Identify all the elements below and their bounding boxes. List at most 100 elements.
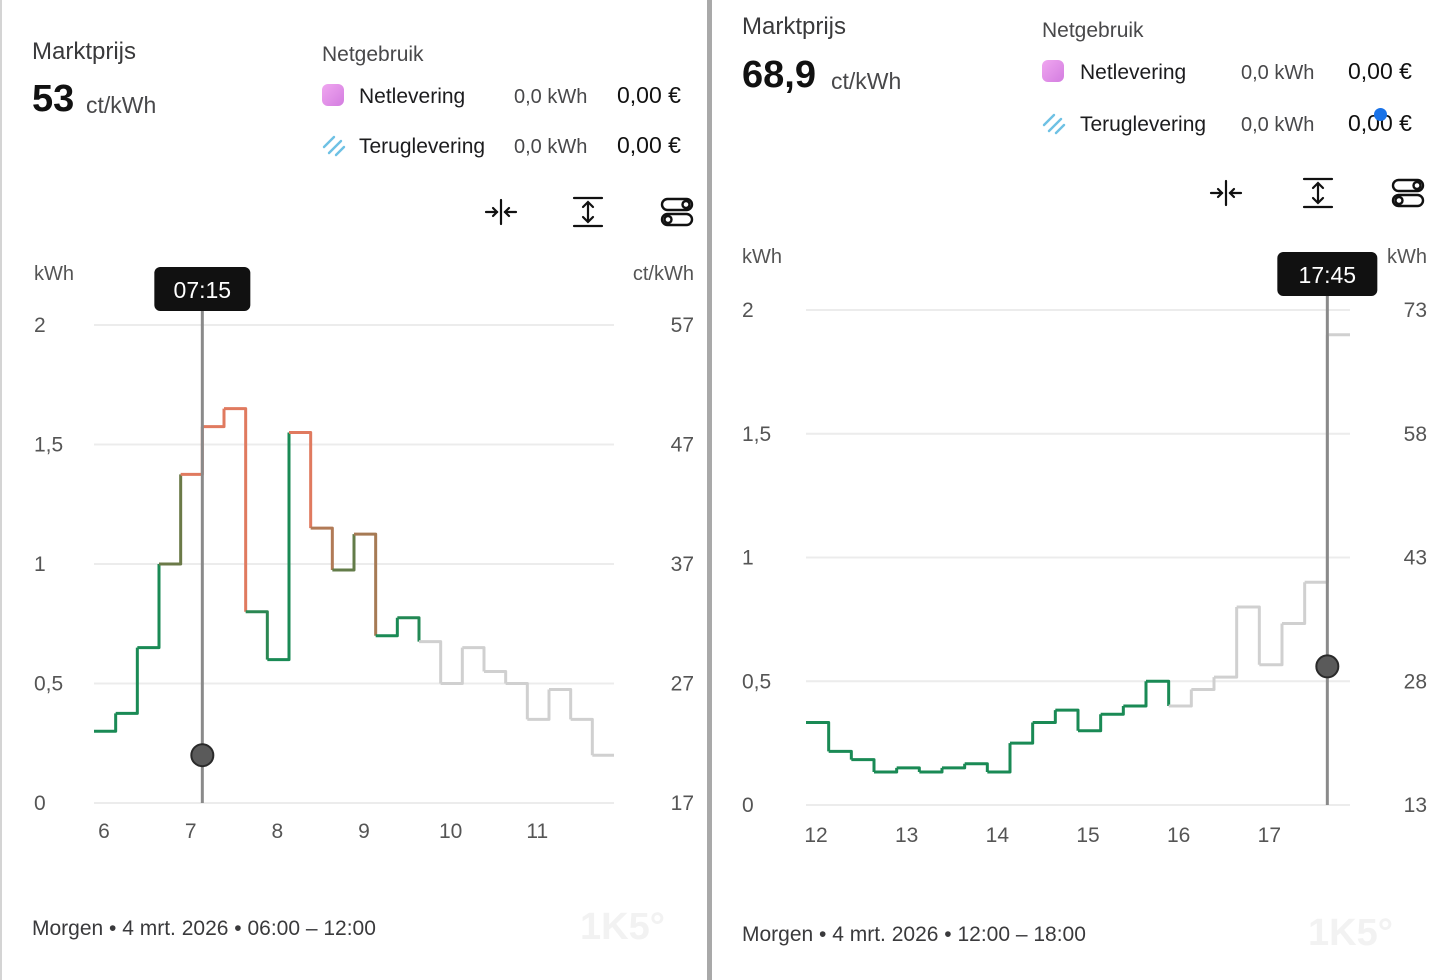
x-tick-label: 9: [358, 820, 370, 843]
x-tick-label: 16: [1167, 824, 1190, 847]
series-step: [1123, 681, 1148, 708]
series-step: [245, 610, 269, 660]
series-step: [440, 647, 464, 685]
price-value: 53: [32, 78, 75, 120]
teruglevering-hatch-icon: [1042, 113, 1066, 135]
x-tick-label: 7: [185, 820, 197, 843]
fit-vertical-button[interactable]: [1300, 175, 1336, 211]
series-step: [1236, 605, 1261, 665]
series-step: [180, 426, 204, 476]
legend-netlevering-label: Netlevering: [359, 85, 466, 108]
y-right-tick-label: 27: [671, 673, 694, 696]
y-right-tick-label: 17: [671, 792, 694, 815]
y-right-tick-label: 47: [671, 434, 694, 457]
cursor-dot: [1315, 654, 1340, 679]
y-left-tick-label: 1,5: [34, 434, 63, 457]
panel-title: Marktprijs: [742, 13, 847, 40]
series-step: [851, 758, 876, 772]
fit-vertical-icon: [1302, 177, 1334, 209]
y-right-tick-label: 73: [1404, 299, 1427, 322]
series-step: [1010, 722, 1035, 745]
series-step: [874, 767, 899, 774]
y-left-tick-label: 1: [34, 553, 46, 576]
series-step: [987, 743, 1012, 774]
price-value: 68,9: [742, 54, 816, 96]
series-step: [964, 762, 989, 772]
price-unit: ct/kWh: [831, 68, 902, 94]
x-tick-label: 11: [526, 820, 548, 843]
price-chart[interactable]: kWhct/kWh0170,5271371,54725767891011Uur0…: [2, 0, 708, 860]
legend-teruglevering-label: Teruglevering: [1080, 113, 1207, 136]
panel-divider: [707, 0, 712, 980]
watermark: 1K5°: [580, 906, 665, 948]
series-step: [159, 474, 183, 566]
price-chart[interactable]: kWhkWh0130,5281431,558273121314151617Uur…: [712, 0, 1440, 870]
series-step: [289, 431, 313, 529]
cursor-time-label: 17:45: [1299, 262, 1357, 288]
x-tick-label: 6: [98, 820, 110, 843]
series-step: [484, 670, 508, 684]
series-step: [94, 713, 118, 733]
cursor-tooltip: [154, 267, 251, 311]
y-right-tick-label: 58: [1404, 423, 1427, 446]
toggle-settings-icon: [660, 197, 694, 227]
compress-horizontal-button[interactable]: [483, 194, 519, 230]
series-step: [224, 407, 248, 612]
y-right-tick-label: 28: [1404, 670, 1427, 693]
series-step: [267, 432, 291, 662]
y-right-tick-label: 43: [1404, 547, 1427, 570]
legend-netlevering-label: Netlevering: [1080, 61, 1187, 84]
series-step: [896, 766, 921, 772]
price-panel-afternoon: Marktprijs 68,9 ct/kWh Netgebruik Netlev…: [712, 0, 1440, 980]
y-left-tick-label: 0,5: [34, 673, 63, 696]
series-step: [310, 526, 334, 570]
legend-teruglevering-kwh: 0,0 kWh: [514, 136, 588, 158]
chart-settings-button[interactable]: [1390, 175, 1426, 211]
legend-netlevering-eur: 0,00 €: [617, 82, 681, 108]
x-tick-label: 8: [271, 820, 283, 843]
series-step: [919, 767, 944, 774]
x-tick-label: 10: [439, 820, 462, 843]
y-right-tick-label: 37: [671, 553, 694, 576]
x-tick-label: 17: [1258, 824, 1281, 847]
y-right-unit-label: ct/kWh: [633, 263, 694, 285]
date-range-footer: Morgen • 4 mrt. 2026 • 06:00 – 12:00: [32, 917, 376, 940]
panel-title: Marktprijs: [32, 38, 137, 65]
legend-teruglevering-kwh: 0,0 kWh: [1241, 114, 1315, 136]
series-step: [1214, 607, 1239, 679]
series-step: [397, 616, 421, 642]
series-step: [570, 717, 594, 756]
y-left-tick-label: 0,5: [742, 670, 771, 693]
fit-vertical-button[interactable]: [570, 194, 606, 230]
series-step: [137, 564, 161, 650]
y-right-tick-label: 13: [1404, 794, 1427, 817]
price-unit: ct/kWh: [86, 92, 157, 118]
compress-horizontal-button[interactable]: [1208, 175, 1244, 211]
series-step: [1032, 710, 1057, 724]
price-panel-morning: Marktprijs 53 ct/kWh Netgebruik Netlever…: [0, 0, 708, 980]
y-left-tick-label: 1,5: [742, 423, 771, 446]
legend-teruglevering-label: Teruglevering: [359, 135, 486, 158]
netlevering-swatch: [1042, 60, 1064, 82]
series-step: [1078, 714, 1103, 733]
series-step: [806, 721, 831, 752]
series-step: [1168, 689, 1193, 708]
legend-teruglevering-eur: 0,00 €: [617, 132, 681, 158]
toggle-settings-icon: [1391, 178, 1425, 208]
x-tick-label: 12: [804, 824, 827, 847]
series-step: [1259, 623, 1284, 667]
series-step: [527, 689, 551, 721]
y-left-unit-label: kWh: [34, 263, 74, 285]
y-left-tick-label: 1: [742, 547, 754, 570]
series-step: [202, 408, 226, 429]
y-left-tick-label: 0: [742, 794, 754, 817]
chart-settings-button[interactable]: [659, 194, 695, 230]
series-step: [505, 682, 529, 720]
compress-horizontal-icon: [1209, 179, 1243, 207]
netgebruik-title: Netgebruik: [1042, 19, 1144, 42]
y-left-tick-label: 2: [742, 299, 754, 322]
x-tick-label: 13: [895, 824, 918, 847]
series-step: [419, 640, 443, 684]
y-left-tick-label: 2: [34, 314, 46, 337]
legend-netlevering-eur: 0,00 €: [1348, 58, 1412, 84]
